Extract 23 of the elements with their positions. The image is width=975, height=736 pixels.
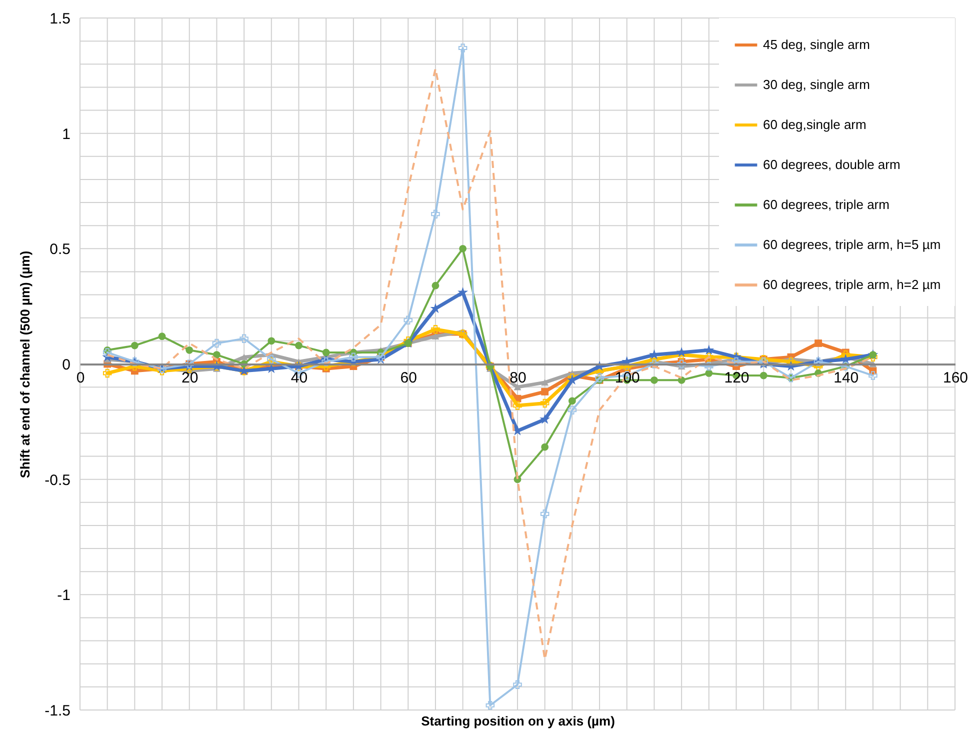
- y-tick-label: 0: [62, 356, 70, 374]
- legend-label: 30 deg, single arm: [763, 77, 870, 92]
- x-tick-label: 160: [942, 370, 968, 386]
- y-tick-label: -1.5: [44, 702, 70, 720]
- legend-label: 60 degrees, double arm: [763, 157, 900, 172]
- legend-label: 60 deg,single arm: [763, 117, 866, 132]
- x-tick-label: 140: [834, 370, 859, 386]
- x-axis-title: Starting position on y axis (µm): [421, 714, 615, 728]
- x-tick-label: 60: [400, 370, 417, 386]
- legend-label: 60 degrees, triple arm, h=2 µm: [763, 277, 941, 292]
- y-axis-title: Shift at end of channel (500 µm) (µm): [18, 250, 33, 478]
- legend-label: 60 degrees, triple arm: [763, 197, 890, 212]
- x-tick-label: 40: [290, 370, 308, 386]
- x-tick-label: 80: [510, 370, 526, 386]
- y-tick-label: -1: [57, 587, 70, 604]
- y-tick-label: 0.5: [50, 241, 70, 258]
- y-tick-label: 1.5: [50, 10, 70, 28]
- x-tick-label: 0: [76, 370, 85, 386]
- x-tick-label: 20: [182, 370, 198, 386]
- legend-label: 60 degrees, triple arm, h=5 µm: [763, 237, 941, 252]
- y-tick-label: 1: [62, 126, 70, 143]
- legend-label: 45 deg, single arm: [763, 37, 870, 52]
- y-tick-label: -0.5: [44, 472, 70, 489]
